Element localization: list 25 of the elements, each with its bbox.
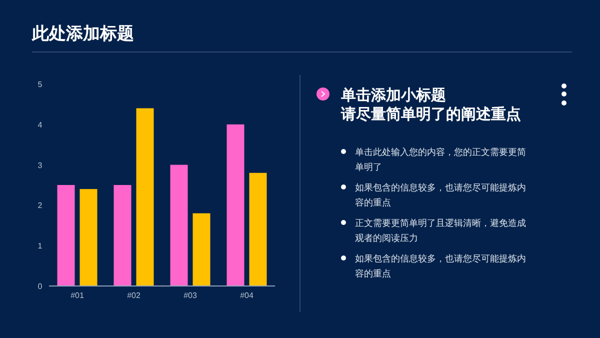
chart-title: 此处添加标题 xyxy=(31,24,134,43)
y-tick-label: 5 xyxy=(38,80,43,89)
y-tick-label: 3 xyxy=(38,160,43,170)
y-tick-label: 4 xyxy=(38,120,43,130)
x-tick-label: #02 xyxy=(127,291,141,300)
y-tick-label: 0 xyxy=(38,282,43,291)
bar xyxy=(192,213,210,286)
text: 如果包含的信息较多，也请您尽可能提炼内容的重点 xyxy=(355,254,526,278)
x-tick-label: #01 xyxy=(70,291,84,300)
y-tick-label: 2 xyxy=(38,201,43,210)
text: 正文需要更简单明了且逻辑清晰，避免造成观者的阅读压力 xyxy=(355,218,526,243)
x-tick-label: #04 xyxy=(240,291,254,300)
text: 请尽量简单明了的阐述重点 xyxy=(340,106,521,123)
text: 单击此处输入您的内容，您的正文需要更简单明了 xyxy=(355,147,526,172)
text: 单击添加小标题 xyxy=(340,87,446,104)
y-tick-label: 1 xyxy=(38,242,43,251)
bar xyxy=(226,124,244,286)
bar xyxy=(136,108,154,286)
bar xyxy=(57,185,75,286)
bar xyxy=(114,185,132,286)
x-tick-label: #03 xyxy=(184,291,198,300)
bar xyxy=(80,189,98,286)
text: 如果包含的信息较多，也请您尽可能提炼内容的重点 xyxy=(355,182,526,208)
bar xyxy=(170,164,188,286)
bar xyxy=(249,172,267,286)
